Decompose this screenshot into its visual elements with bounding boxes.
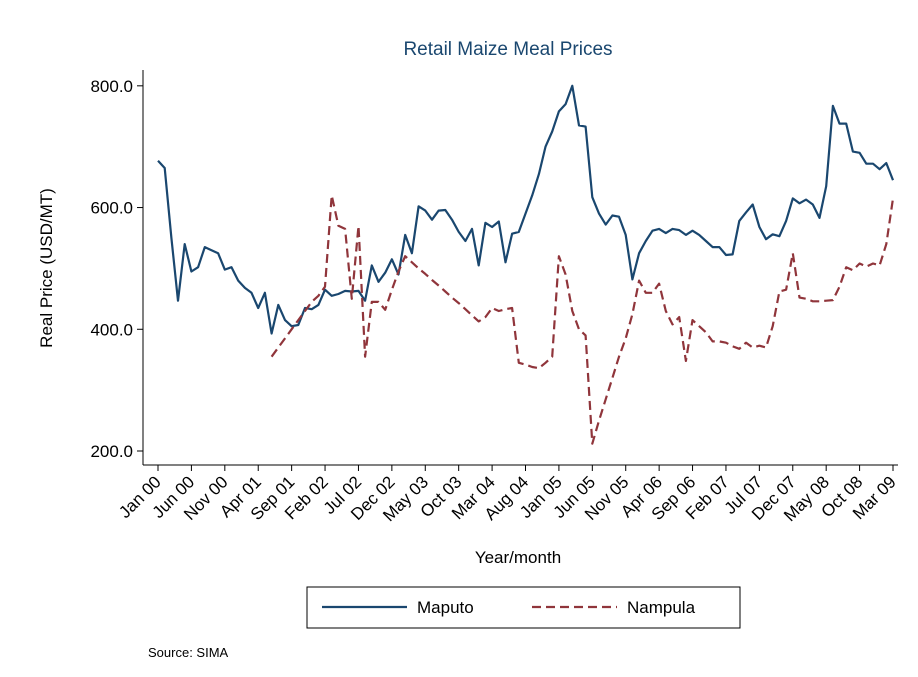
source-note: Source: SIMA [148, 645, 229, 660]
y-tick-label: 800.0 [90, 77, 133, 96]
y-tick-label: 200.0 [90, 442, 133, 461]
legend-box [306, 586, 741, 629]
series-line [270, 194, 895, 445]
y-axis-title: Real Price (USD/MT) [37, 188, 56, 348]
y-tick-label: 400.0 [90, 320, 133, 339]
y-tick-label: 600.0 [90, 199, 133, 218]
chart-title: Retail Maize Meal Prices [403, 39, 612, 60]
series-line [157, 84, 895, 335]
legend-label: Maputo [417, 598, 474, 617]
x-axis-title: Year/month [475, 548, 561, 567]
legend-label: Nampula [627, 598, 696, 617]
